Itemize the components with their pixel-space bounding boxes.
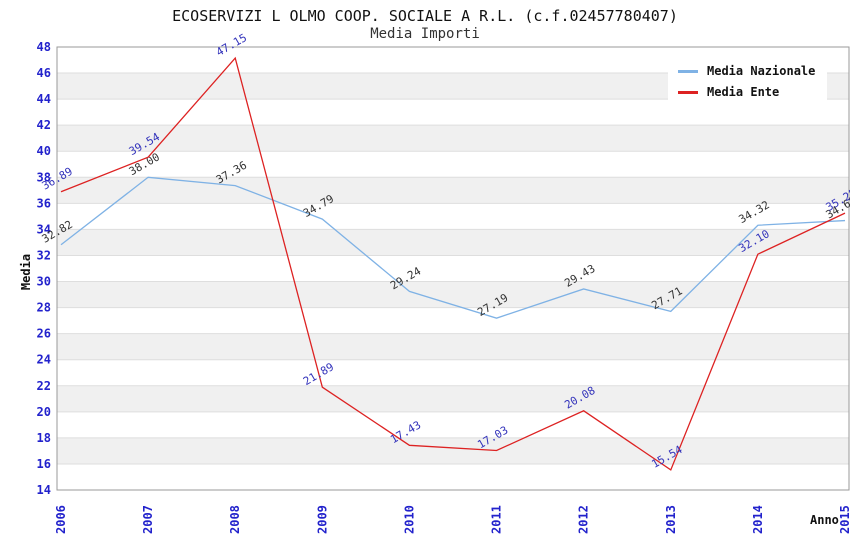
y-tick-label: 36	[37, 196, 51, 210]
plot-band	[57, 125, 849, 152]
legend-label: Media Nazionale	[707, 64, 816, 78]
x-tick-label: 2015	[838, 505, 850, 534]
plot-band	[57, 333, 849, 360]
plot-band	[57, 281, 849, 308]
x-tick-label: 2009	[315, 505, 329, 534]
y-tick-label: 32	[37, 248, 51, 262]
legend: Media Nazionale Media Ente	[668, 57, 828, 108]
y-tick-label: 34	[37, 222, 51, 236]
plot-band	[57, 229, 849, 256]
plot-band	[57, 359, 849, 386]
plot-band	[57, 177, 849, 204]
plot-band	[57, 411, 849, 438]
legend-item: Media Nazionale	[678, 64, 815, 78]
plot-frame	[56, 46, 850, 491]
y-tick-label: 48	[37, 40, 51, 54]
y-tick-label: 18	[37, 431, 51, 445]
y-tick-label: 26	[37, 327, 51, 341]
x-axis-title: Anno	[810, 513, 839, 527]
x-tick-label: 2012	[577, 505, 591, 534]
legend-item: Media Ente	[678, 85, 815, 99]
y-tick-label: 42	[37, 118, 51, 132]
chart-subtitle: Media Importi	[370, 26, 480, 42]
y-tick-label: 24	[37, 353, 51, 367]
y-tick-label: 40	[37, 144, 51, 158]
x-tick-label: 2011	[490, 505, 504, 534]
plot-band	[57, 463, 849, 490]
x-tick-label: 2007	[141, 505, 155, 534]
x-tick-label: 2010	[402, 505, 416, 534]
y-tick-label: 28	[37, 301, 51, 315]
x-tick-label: 2008	[228, 505, 242, 534]
x-tick-label: 2013	[664, 505, 678, 534]
legend-swatch-icon	[678, 69, 698, 73]
x-tick-label: 2014	[751, 505, 765, 534]
legend-label: Media Ente	[707, 85, 780, 99]
y-tick-label: 46	[37, 66, 51, 80]
plot-band	[57, 151, 849, 178]
legend-swatch-icon	[678, 90, 698, 94]
series-line-media-ente	[60, 56, 846, 471]
chart-title: ECOSERVIZI L OLMO COOP. SOCIALE A R.L. (…	[172, 7, 678, 25]
y-tick-label: 16	[37, 457, 51, 471]
y-tick-label: 14	[37, 483, 51, 497]
y-axis-title: Media	[19, 254, 33, 290]
plot-band	[57, 203, 849, 230]
y-tick-label: 30	[37, 275, 51, 289]
plot-band	[57, 437, 849, 464]
y-tick-label: 20	[37, 405, 51, 419]
plot-band	[57, 307, 849, 334]
y-tick-label: 38	[37, 170, 51, 184]
x-tick-label: 2006	[54, 505, 68, 534]
y-tick-label: 22	[37, 379, 51, 393]
plot-band	[57, 385, 849, 412]
y-tick-label: 44	[37, 92, 51, 106]
series-line-media-nazionale	[60, 176, 846, 319]
plot-band	[57, 255, 849, 282]
